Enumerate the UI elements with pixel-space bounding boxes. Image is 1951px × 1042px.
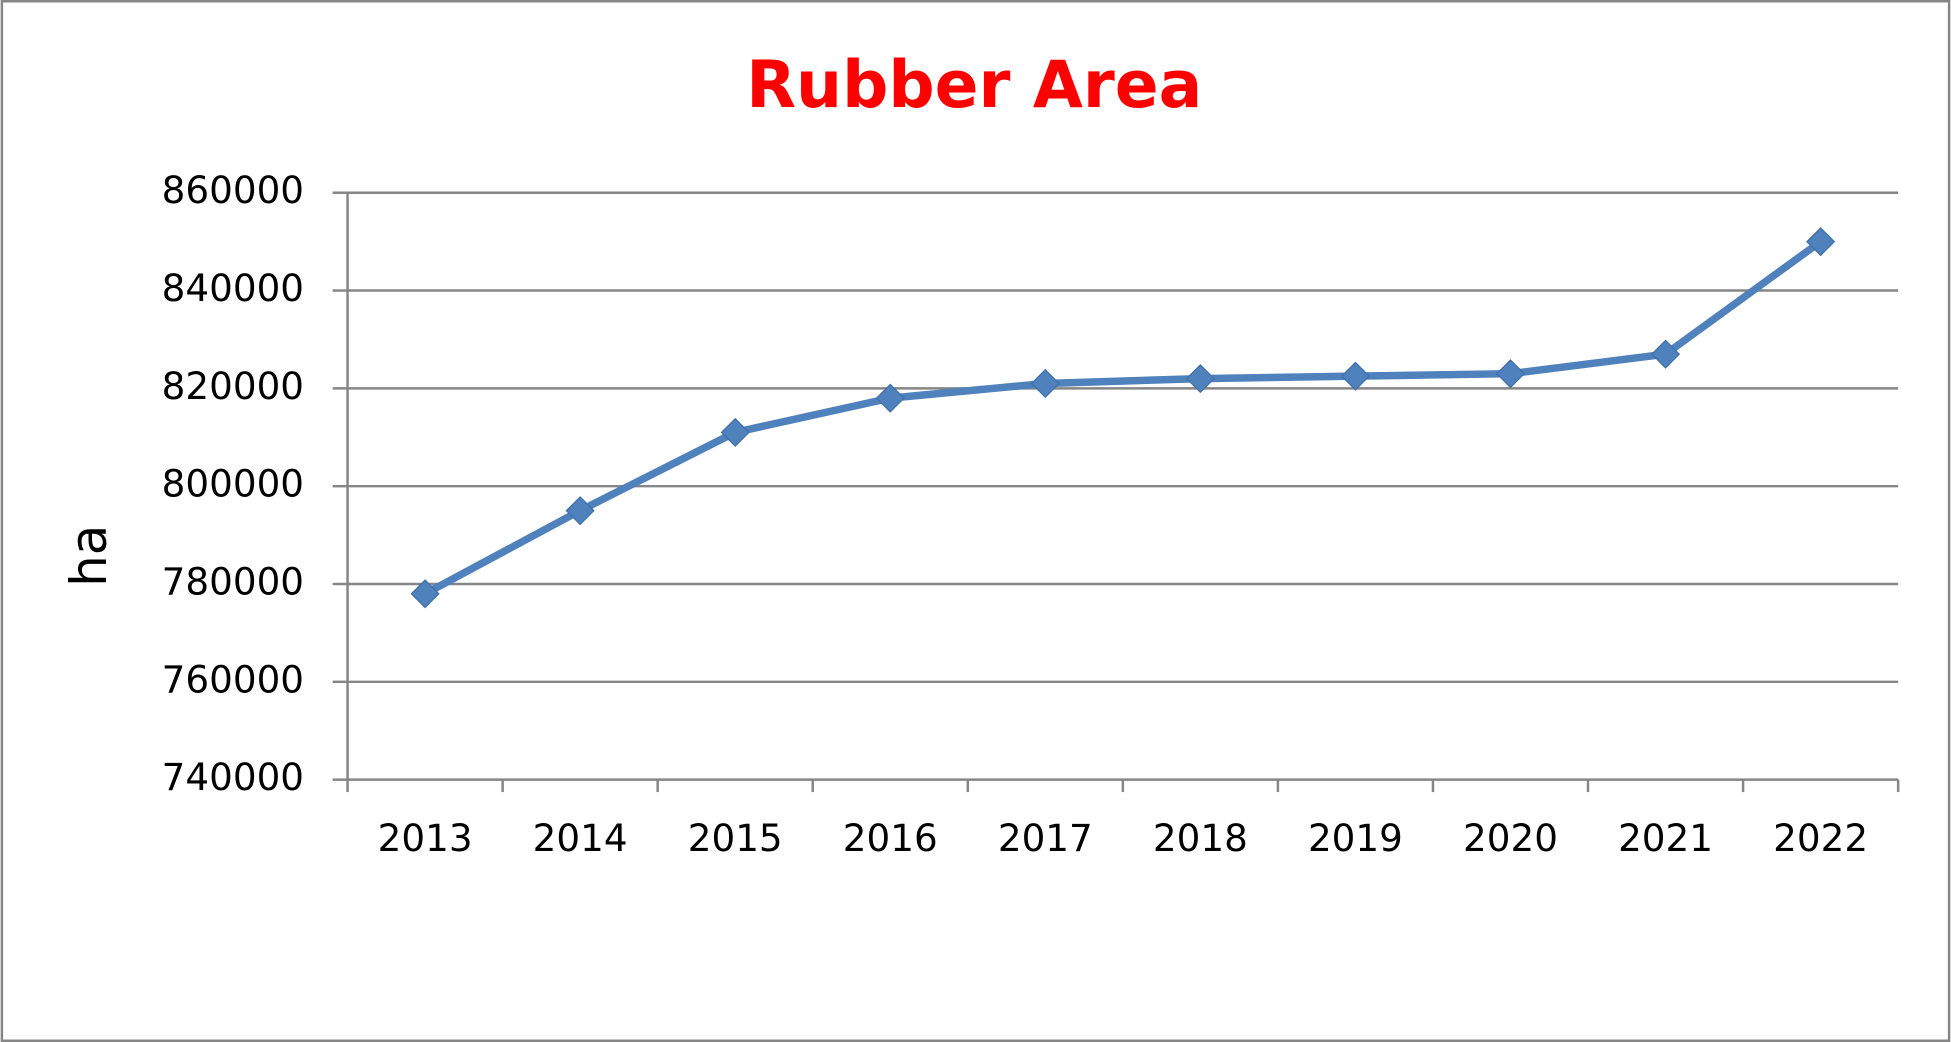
data-point	[410, 579, 440, 609]
x-tick-label: 2019	[1308, 816, 1403, 860]
x-tick-label: 2016	[843, 816, 938, 860]
x-tick-label: 2020	[1463, 816, 1558, 860]
x-tick-label: 2013	[378, 816, 473, 860]
y-tick-label: 760000	[162, 657, 304, 701]
x-tick-label: 2021	[1618, 816, 1713, 860]
y-tick-label: 840000	[162, 266, 304, 310]
x-tick-label: 2018	[1153, 816, 1248, 860]
y-tick-label: 860000	[162, 168, 304, 212]
data-point	[565, 496, 595, 526]
x-tick-label: 2014	[533, 816, 628, 860]
y-axis-label: ha	[60, 525, 118, 587]
y-tick-label: 780000	[162, 560, 304, 604]
data-point	[1340, 361, 1370, 391]
x-tick-label: 2017	[998, 816, 1093, 860]
y-tick-label: 820000	[162, 364, 304, 408]
y-tick-label: 740000	[162, 755, 304, 799]
y-tick-label: 800000	[162, 462, 304, 506]
data-point	[720, 417, 750, 447]
x-tick-label: 2015	[688, 816, 783, 860]
data-point	[875, 383, 905, 413]
data-point	[1495, 359, 1526, 389]
data-point	[1806, 227, 1836, 257]
data-point	[1650, 339, 1681, 369]
chart-title: Rubber Area	[746, 48, 1202, 123]
data-line	[423, 238, 1823, 598]
data-point	[1030, 368, 1060, 399]
data-point	[1185, 364, 1215, 394]
x-tick-label: 2022	[1773, 816, 1868, 860]
